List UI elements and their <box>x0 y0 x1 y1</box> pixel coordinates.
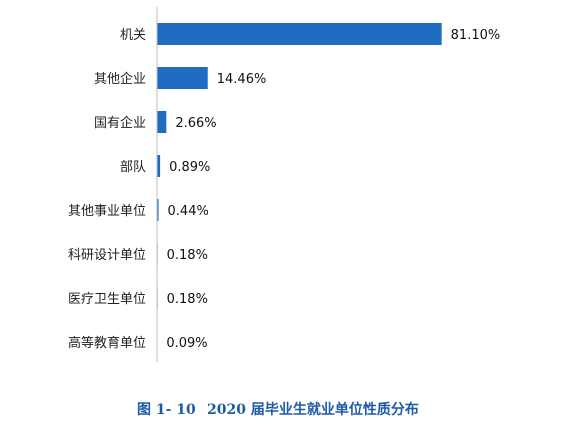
figure-number: 图 1- 10 <box>137 402 196 418</box>
bar <box>157 155 161 177</box>
data-label: 2.66% <box>175 116 216 131</box>
data-label: 0.18% <box>167 292 208 307</box>
category-label: 国有企业 <box>94 115 146 131</box>
category-label: 科研设计单位 <box>68 248 146 263</box>
category-label: 其他企业 <box>94 71 146 87</box>
data-label: 81.10% <box>451 28 501 43</box>
bar <box>157 23 442 45</box>
data-label: 0.89% <box>169 160 210 175</box>
data-label: 0.18% <box>167 248 208 263</box>
data-label: 14.46% <box>217 72 267 87</box>
category-label: 其他事业单位 <box>68 204 146 219</box>
category-label: 医疗卫生单位 <box>68 292 146 307</box>
chart-caption-title: 2020 届毕业生就业单位性质分布 <box>207 401 419 418</box>
data-label: 0.44% <box>168 204 209 219</box>
category-label: 高等教育单位 <box>68 335 146 351</box>
bar <box>157 67 208 89</box>
bar <box>157 199 159 221</box>
plot-area: 机关 81.10% 其他企业 14.46% 国有企业 2.66% 部队 0.89% 其他事业单位… <box>68 7 500 362</box>
data-label: 0.09% <box>166 336 207 351</box>
category-label: 部队 <box>120 160 146 175</box>
bar <box>157 111 167 133</box>
category-label: 机关 <box>120 28 146 43</box>
